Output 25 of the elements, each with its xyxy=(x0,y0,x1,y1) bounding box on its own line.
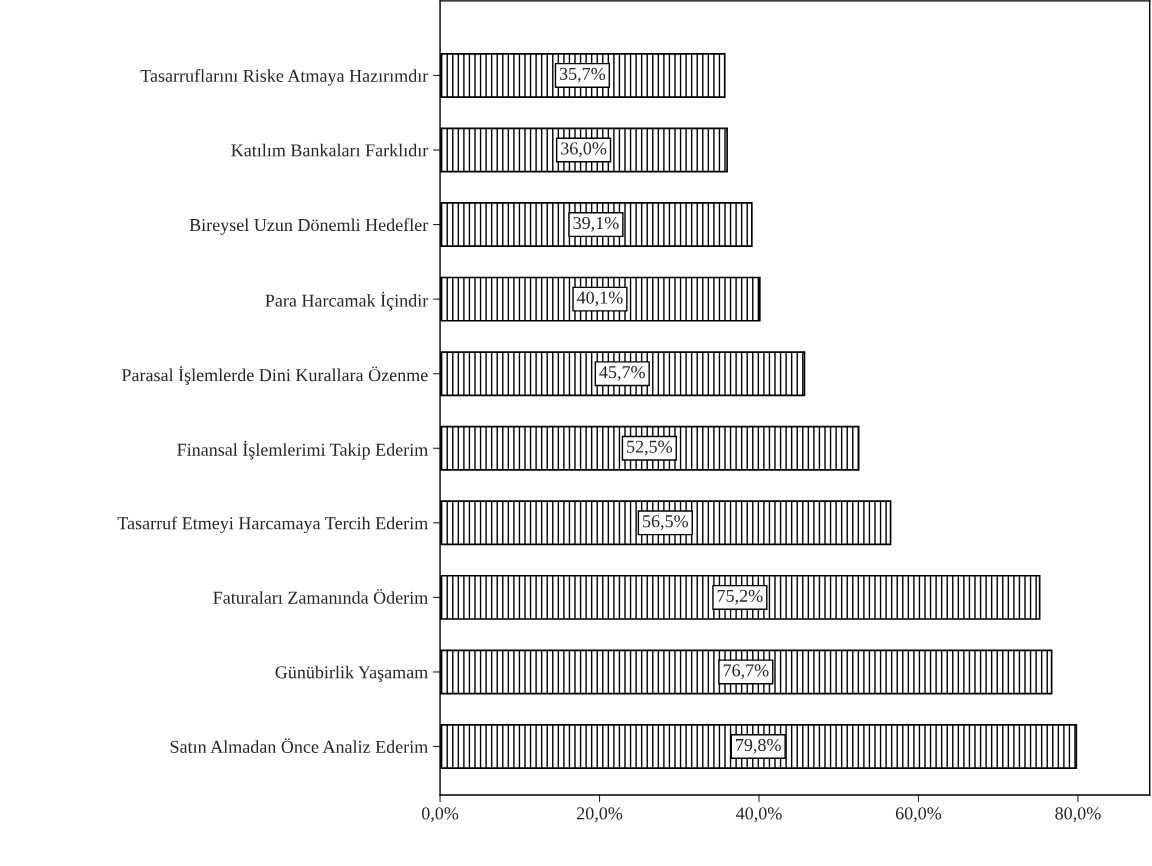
y-tick-label: Satın Almadan Önce Analiz Ederim xyxy=(170,738,428,753)
data-label: 39,1% xyxy=(573,216,619,232)
data-label: 79,8% xyxy=(736,738,781,754)
data-label: 36,0% xyxy=(561,142,607,158)
data-label: 35,7% xyxy=(559,67,606,83)
y-tick-label: Faturaları Zamanında Öderim xyxy=(213,589,428,604)
data-label: 75,2% xyxy=(717,589,763,605)
data-label: 56,5% xyxy=(643,515,689,530)
x-tick-label: 80,0% xyxy=(1055,807,1101,823)
data-label: 40,1% xyxy=(576,291,623,307)
y-tick-label: Günübirlik Yaşamam xyxy=(275,665,428,683)
x-tick-label: 0,0% xyxy=(421,807,459,823)
x-tick-label: 60,0% xyxy=(895,807,942,823)
y-tick-label: Para Harcamak İçindir xyxy=(265,291,429,311)
y-tick-label: Parasal İşlemlerde Dini Kurallara Özenme xyxy=(121,366,428,385)
y-tick-label: Tasarruflarını Riske Atmaya Hazırımdır xyxy=(140,69,429,86)
y-tick-label: Katılım Bankaları Farklıdır xyxy=(231,143,429,157)
data-label: 52,5% xyxy=(627,440,673,456)
x-tick-label: 20,0% xyxy=(577,807,623,823)
y-tick-label: Bireysel Uzun Dönemli Hedefler xyxy=(189,218,429,235)
y-tick-label: Finansal İşlemlerimi Takip Ederim xyxy=(177,440,428,460)
data-label: 45,7% xyxy=(599,366,645,381)
data-label: 76,7% xyxy=(723,664,769,680)
x-tick-label: 40,0% xyxy=(736,807,782,823)
y-tick-label: Tasarruf Etmeyi Harcamaya Tercih Ederim xyxy=(117,516,428,534)
